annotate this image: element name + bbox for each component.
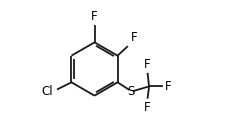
Text: F: F bbox=[130, 31, 136, 44]
Text: F: F bbox=[91, 10, 97, 22]
Text: Cl: Cl bbox=[41, 85, 53, 98]
Text: S: S bbox=[127, 85, 134, 98]
Text: F: F bbox=[144, 101, 150, 114]
Text: F: F bbox=[164, 80, 171, 93]
Text: F: F bbox=[144, 58, 150, 71]
